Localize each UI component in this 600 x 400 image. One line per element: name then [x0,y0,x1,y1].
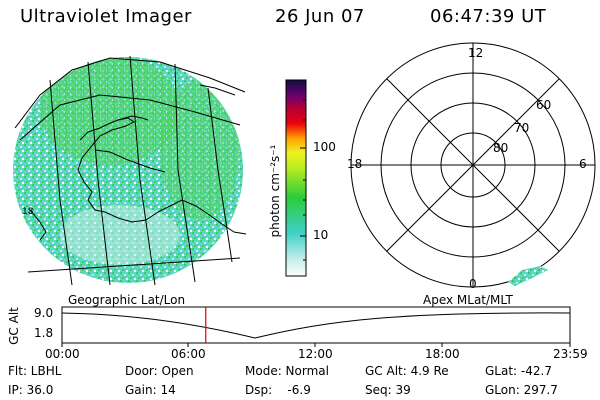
polar-plot [350,42,596,288]
coastline-tag: 18 [22,207,34,217]
orbit-x-tick-0000: 00:00 [45,347,80,361]
status-glat: GLat: -42.7 [485,364,552,378]
polar-label-0: 0 [469,277,477,291]
orbit-panel [61,306,571,347]
status-glon: GLon: 297.7 [485,383,558,397]
date-label: 26 Jun 07 [275,6,365,27]
orbit-x-tick-2359: 23:59 [553,347,588,361]
status-seq: Seq: 39 [365,383,411,397]
colorbar [285,79,307,277]
geographic-grid-overlay [14,55,247,286]
polar-lat-60: 60 [536,98,552,112]
colorbar-tick-10: 10 [313,228,329,242]
orbit-y-tick-top: 9.0 [34,306,54,320]
status-mode: Mode: Normal [245,364,329,378]
orbit-y-tick-bottom: 1.8 [34,326,54,340]
orbit-x-tick-1200: 12:00 [298,347,333,361]
status-gain: Gain: 14 [125,383,176,397]
status-dsp: Dsp: -6.9 [245,383,311,397]
status-ip: IP: 36.0 [8,383,54,397]
polar-label-18: 18 [347,157,363,171]
orbit-left-title: Geographic Lat/Lon [68,293,186,307]
polar-lat-80: 80 [493,141,509,155]
orbit-x-tick-0600: 06:00 [171,347,206,361]
orbit-y-axis-label: GC Alt [7,307,21,345]
time-label: 06:47:39 UT [430,6,547,27]
polar-label-12: 12 [468,46,484,60]
colorbar-unit-label: photon cm⁻²s⁻¹ [268,144,282,238]
status-door: Door: Open [125,364,194,378]
colorbar-tick-100: 100 [313,140,336,154]
polar-lat-70: 70 [514,121,530,135]
status-flt: Flt: LBHL [8,364,62,378]
orbit-x-tick-1800: 18:00 [425,347,460,361]
orbit-right-title: Apex MLat/MLT [423,293,513,307]
status-gc-alt: GC Alt: 4.9 Re [365,364,449,378]
app-title: Ultraviolet Imager [20,6,192,27]
polar-label-6: 6 [579,157,587,171]
polar-aurora-patch [508,266,548,286]
